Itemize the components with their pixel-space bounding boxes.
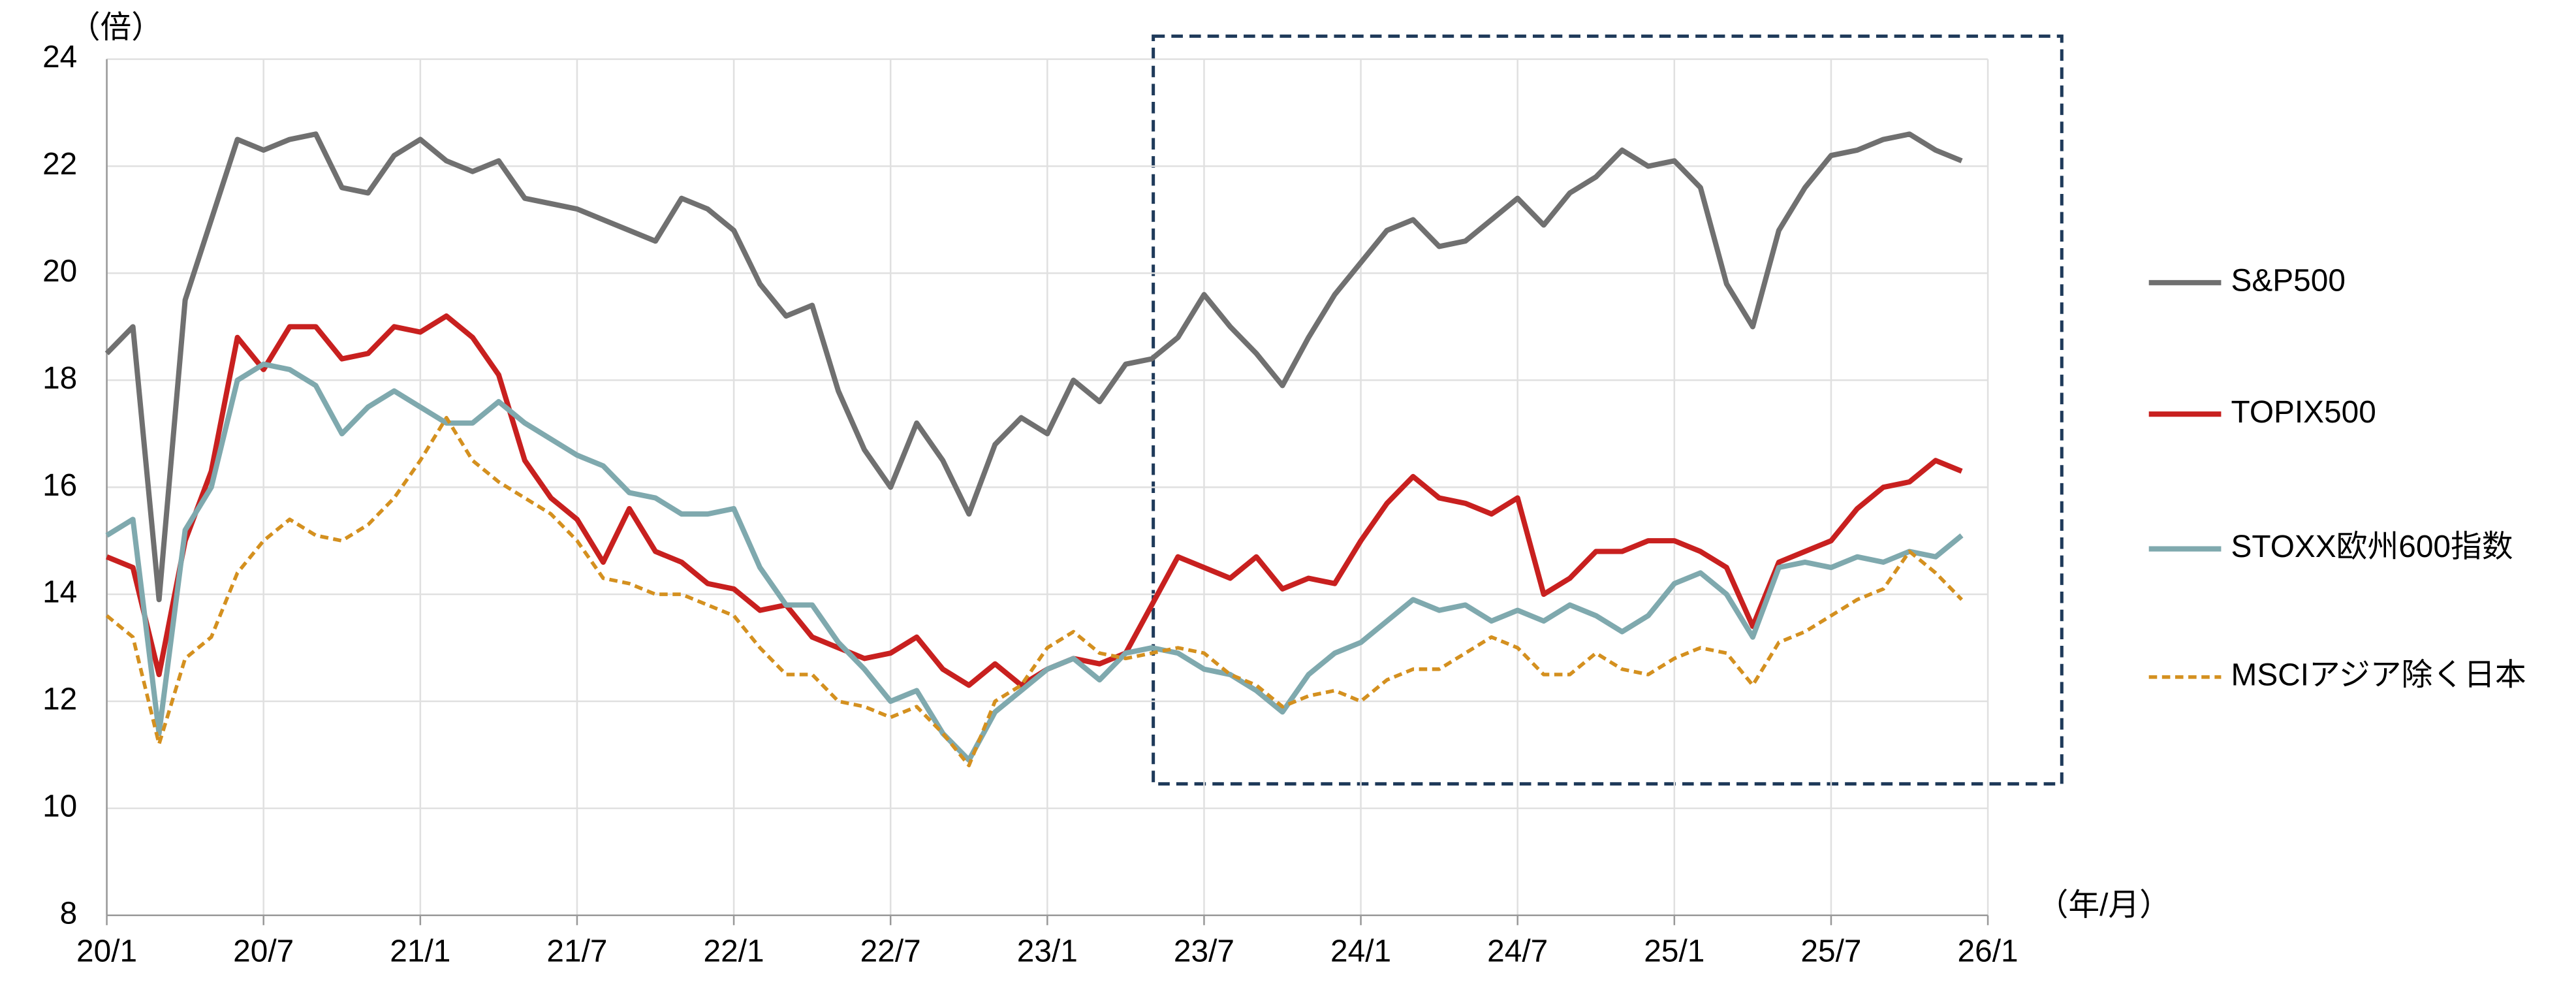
legend-label: TOPIX500 — [2231, 395, 2376, 430]
y-tick-label: 20 — [42, 254, 77, 289]
y-tick-label: 16 — [42, 468, 77, 503]
x-tick-label: 24/7 — [1487, 934, 1548, 968]
legend-label: S&P500 — [2231, 264, 2346, 298]
x-tick-label: 20/7 — [233, 934, 294, 968]
y-tick-label: 24 — [42, 40, 77, 74]
series-line — [105, 415, 1964, 768]
x-tick-label: 26/1 — [1958, 934, 2018, 968]
x-tick-label: 21/7 — [546, 934, 607, 968]
x-tick-label: 20/1 — [76, 934, 137, 968]
y-tick-label: 14 — [42, 575, 77, 610]
legend-label: STOXX欧州600指数 — [2231, 530, 2513, 564]
x-tick-label: 25/1 — [1644, 934, 1704, 968]
x-tick-label: 24/1 — [1330, 934, 1391, 968]
grid — [106, 58, 1989, 917]
y-tick-label: 12 — [42, 682, 77, 717]
y-unit: （倍） — [69, 10, 163, 45]
x-tick-label: 22/7 — [860, 934, 921, 968]
legend-label: MSCIアジア除く日本 — [2231, 658, 2526, 692]
series-line — [106, 313, 1963, 688]
x-tick-label: 23/1 — [1017, 934, 1078, 968]
y-tick-label: 22 — [42, 147, 77, 182]
x-tick-label: 23/7 — [1174, 934, 1234, 968]
x-tick-label: 25/7 — [1800, 934, 1861, 968]
highlight-box — [1152, 34, 2064, 786]
series-line — [105, 361, 1964, 763]
y-tick-label: 10 — [42, 789, 77, 823]
y-tick-label: 8 — [60, 896, 78, 930]
series-line — [104, 131, 1963, 603]
x-tick-label: 21/1 — [390, 934, 450, 968]
x-tick-label: 22/1 — [704, 934, 764, 968]
x-unit: （年/月） — [2037, 888, 2171, 923]
y-tick-label: 18 — [42, 361, 77, 396]
